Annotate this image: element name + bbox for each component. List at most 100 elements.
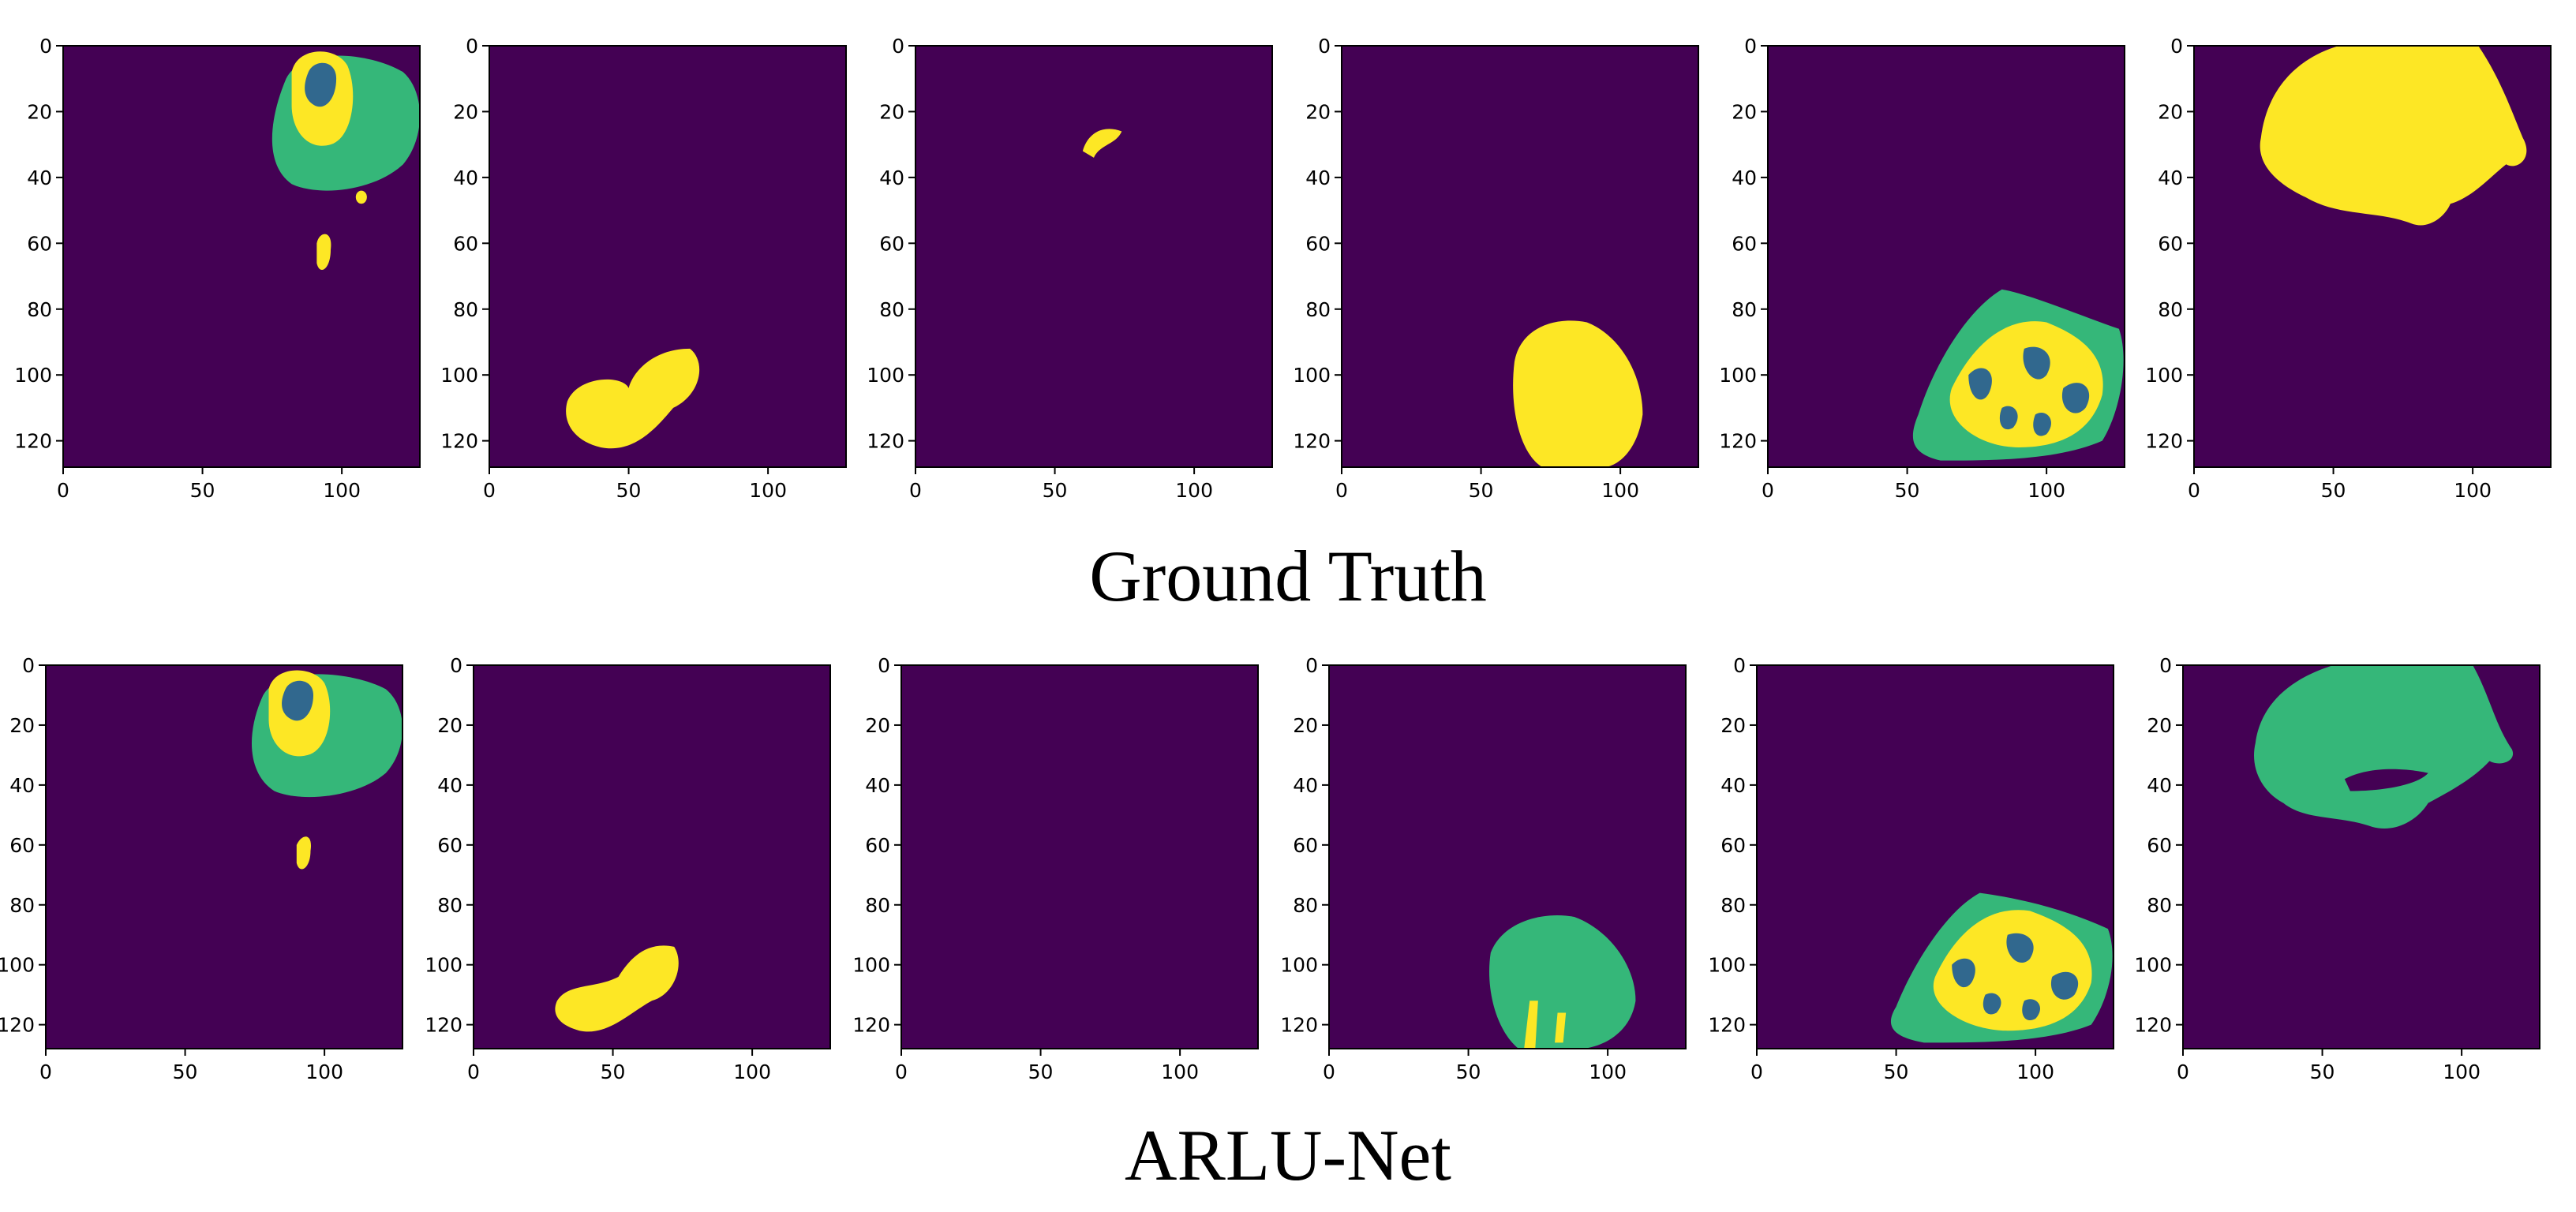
x-tick-label: 0 [483,479,496,502]
y-tick-label: 120 [0,1014,35,1037]
y-tick-label: 80 [1732,298,1757,321]
x-tick-label: 0 [909,479,922,502]
y-tick-label: 20 [9,714,35,737]
x-tick-label: 50 [1028,1060,1054,1083]
y-tick-label: 60 [1293,834,1318,857]
y-tick-label: 120 [852,1014,890,1037]
y-tick-label: 80 [2158,298,2183,321]
y-tick-label: 60 [2147,834,2172,857]
x-tick-label: 0 [57,479,69,502]
x-tick-label: 100 [305,1060,343,1083]
panel-gt-3: 0 50 100020406080100120 [867,35,1272,502]
y-tick-label: 0 [450,654,462,677]
panel-pred-2: 0 50 100020406080100120 [425,654,830,1083]
y-tick-label: 60 [453,232,478,255]
y-tick-label: 40 [1305,166,1331,189]
y-tick-label: 0 [1733,654,1746,677]
y-tick-label: 120 [1280,1014,1318,1037]
x-tick-label: 0 [1323,1060,1335,1083]
y-tick-label: 120 [1719,430,1757,453]
y-tick-label: 20 [1305,100,1331,123]
panel-background [901,665,1258,1049]
y-tick-label: 120 [2134,1014,2172,1037]
y-tick-label: 100 [2134,954,2172,977]
y-tick-label: 80 [1305,298,1331,321]
y-tick-label: 120 [1708,1014,1746,1037]
x-tick-label: 0 [1750,1060,1763,1083]
y-tick-label: 120 [867,430,904,453]
y-tick-label: 100 [14,364,52,387]
x-tick-label: 100 [323,479,361,502]
y-tick-label: 20 [2158,100,2183,123]
panel-gt-4: 0 50 100 0 20 40 60 80 100 120 [1293,35,1698,502]
y-tick-label: 100 [0,954,35,977]
y-tick-label: 100 [425,954,462,977]
y-tick-label: 20 [879,100,904,123]
y-tick-label: 80 [1293,894,1318,917]
panel-pred-3: 0 50 100020406080100120 [852,654,1258,1083]
x-tick-label: 50 [601,1060,626,1083]
y-tick-label: 100 [1708,954,1746,977]
y-tick-label: 40 [437,774,462,797]
y-tick-label: 60 [437,834,462,857]
y-tick-label: 60 [2158,232,2183,255]
y-tick-label: 40 [2147,774,2172,797]
y-tick-label: 20 [2147,714,2172,737]
panel-gt-5: 0 50 100020406080100120 [1719,35,2125,502]
y-tick-label: 0 [1318,35,1331,58]
y-tick-label: 0 [878,654,890,677]
y-tick-label: 80 [437,894,462,917]
y-tick-label: 0 [1744,35,1757,58]
x-tick-label: 100 [749,479,787,502]
caption-arlu-net: ARLU-Net [0,1119,2576,1191]
x-tick-label: 50 [2321,479,2346,502]
y-tick-label: 120 [14,430,52,453]
x-tick-label: 50 [2310,1060,2335,1083]
y-tick-label: 100 [1719,364,1757,387]
x-tick-label: 50 [1895,479,1920,502]
y-tick-label: 80 [1720,894,1746,917]
x-tick-label: 0 [39,1060,52,1083]
panel-pred-6: 0 50 100 0 20 40 60 80 100 120 [2134,654,2540,1083]
y-tick-label: 60 [865,834,890,857]
y-tick-label: 100 [867,364,904,387]
y-tick-label: 100 [852,954,890,977]
y-tick-label: 20 [1732,100,1757,123]
y-tick-label: 100 [1280,954,1318,977]
x-tick-label: 50 [1469,479,1494,502]
y-tick-label: 100 [2145,364,2183,387]
x-tick-label: 100 [2454,479,2492,502]
y-tick-label: 20 [27,100,52,123]
panel-pred-1: 0 50 100 0 20 40 60 80 100 120 [0,654,402,1083]
y-tick-label: 100 [1293,364,1331,387]
x-tick-label: 50 [616,479,642,502]
y-tick-label: 40 [2158,166,2183,189]
x-tick-label: 0 [2188,479,2200,502]
x-tick-label: 0 [895,1060,908,1083]
y-tick-label: 60 [879,232,904,255]
y-tick-label: 120 [2145,430,2183,453]
y-tick-label: 120 [1293,430,1331,453]
x-tick-label: 100 [1161,1060,1199,1083]
y-tick-label: 80 [2147,894,2172,917]
y-tick-label: 20 [437,714,462,737]
y-tick-label: 40 [1720,774,1746,797]
panel-gt-1: 0 50 100020406080100120 [14,35,420,502]
y-tick-label: 0 [466,35,478,58]
y-tick-label: 80 [453,298,478,321]
y-tick-label: 20 [453,100,478,123]
y-tick-label: 20 [1720,714,1746,737]
x-tick-label: 100 [2016,1060,2054,1083]
x-tick-label: 50 [1043,479,1068,502]
x-tick-label: 0 [1762,479,1774,502]
y-tick-label: 60 [1732,232,1757,255]
x-tick-label: 100 [733,1060,771,1083]
x-tick-label: 50 [1456,1060,1481,1083]
caption-ground-truth: Ground Truth [0,540,2576,612]
panel-pred-4: 0 50 100020406080100120 [1280,654,1686,1083]
y-tick-label: 40 [865,774,890,797]
x-tick-label: 100 [1601,479,1639,502]
y-tick-label: 40 [27,166,52,189]
y-tick-label: 0 [1305,654,1318,677]
panel-background [915,46,1272,467]
